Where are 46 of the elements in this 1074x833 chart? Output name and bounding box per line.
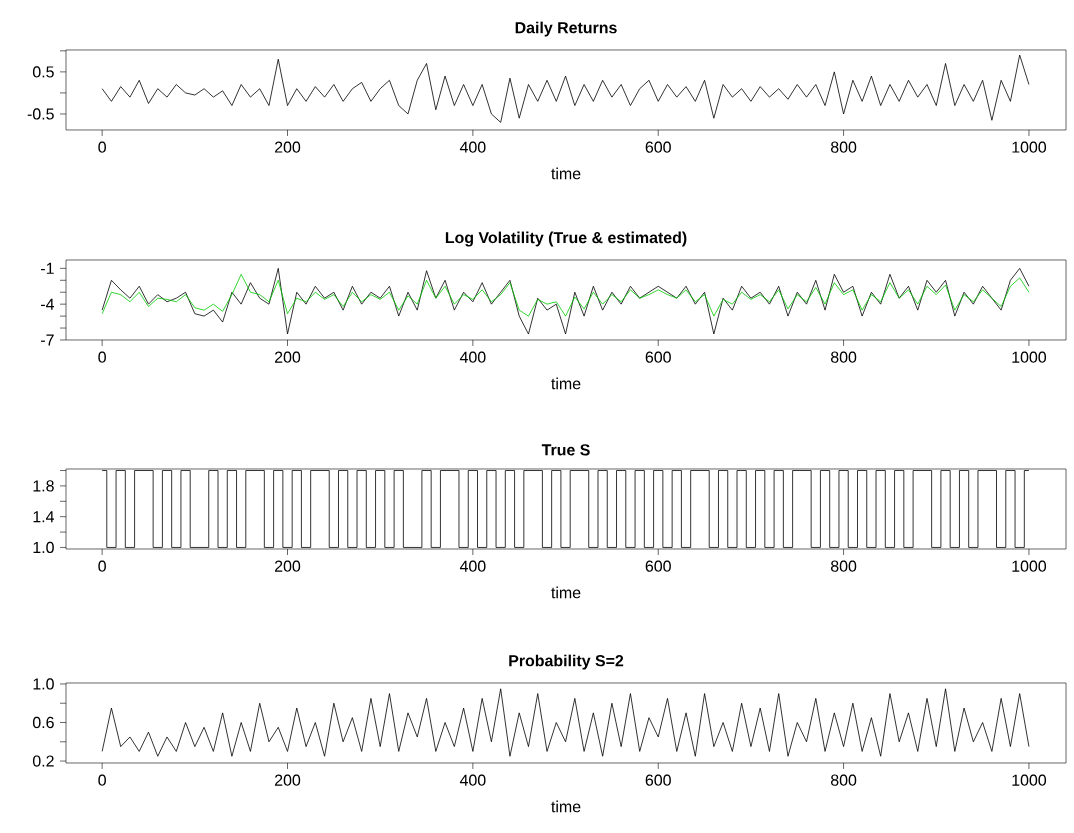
x-tick-label: 400 (459, 774, 486, 786)
x-tick-label: 600 (645, 351, 671, 363)
y-tick-label: 0.6 (32, 716, 54, 729)
x-tick-label: 800 (830, 774, 857, 786)
y-tick-label: 0.2 (32, 755, 54, 767)
x-tick-label: 400 (459, 141, 486, 153)
y-tick-label: 1.0 (33, 678, 54, 690)
x-tick-label: 400 (459, 351, 486, 363)
y-tick-label: -0.5 (27, 108, 54, 120)
line-series (101, 54, 1030, 123)
x-tick-label: 600 (645, 560, 671, 572)
y-tick-label: 1.4 (33, 511, 55, 523)
x-tick-label: 1000 (1012, 774, 1047, 786)
x-axis-title: time (551, 586, 581, 599)
y-tick-label: -7 (41, 334, 54, 346)
x-axis-title: time (551, 377, 581, 390)
y-tick-label: 0.5 (32, 66, 54, 78)
x-tick-label: 600 (645, 141, 671, 153)
line-series (101, 688, 1030, 757)
x-tick-label: 1000 (1012, 560, 1047, 572)
x-axis-title: time (551, 800, 581, 813)
y-tick-label: -4 (41, 298, 55, 310)
x-tick-label: 800 (830, 560, 857, 572)
y-tick-label: 1.0 (33, 541, 54, 554)
x-tick-label: 1000 (1012, 141, 1047, 153)
x-tick-label: 400 (459, 560, 486, 572)
x-tick-label: 800 (830, 351, 857, 363)
x-tick-label: 800 (830, 141, 857, 153)
x-tick-label: 0 (98, 774, 106, 786)
chart-title: Log Volatility (True & estimated) (445, 231, 687, 247)
x-tick-label: 200 (275, 141, 301, 153)
x-tick-label: 0 (98, 141, 106, 153)
x-axis-title: time (551, 167, 581, 180)
y-tick-label: 1.8 (33, 480, 54, 492)
y-tick-label: -1 (41, 262, 54, 274)
x-tick-label: 0 (98, 560, 106, 572)
x-tick-label: 200 (275, 774, 301, 786)
x-tick-label: 0 (98, 351, 106, 363)
line-series (101, 273, 1030, 317)
chart-title: Daily Returns (515, 21, 617, 37)
x-tick-label: 200 (275, 560, 301, 572)
x-tick-label: 1000 (1012, 351, 1047, 363)
chart-title: Probability S=2 (509, 654, 624, 670)
chart-title: True S (541, 444, 590, 456)
x-tick-label: 600 (645, 774, 671, 786)
x-tick-label: 200 (275, 351, 301, 363)
